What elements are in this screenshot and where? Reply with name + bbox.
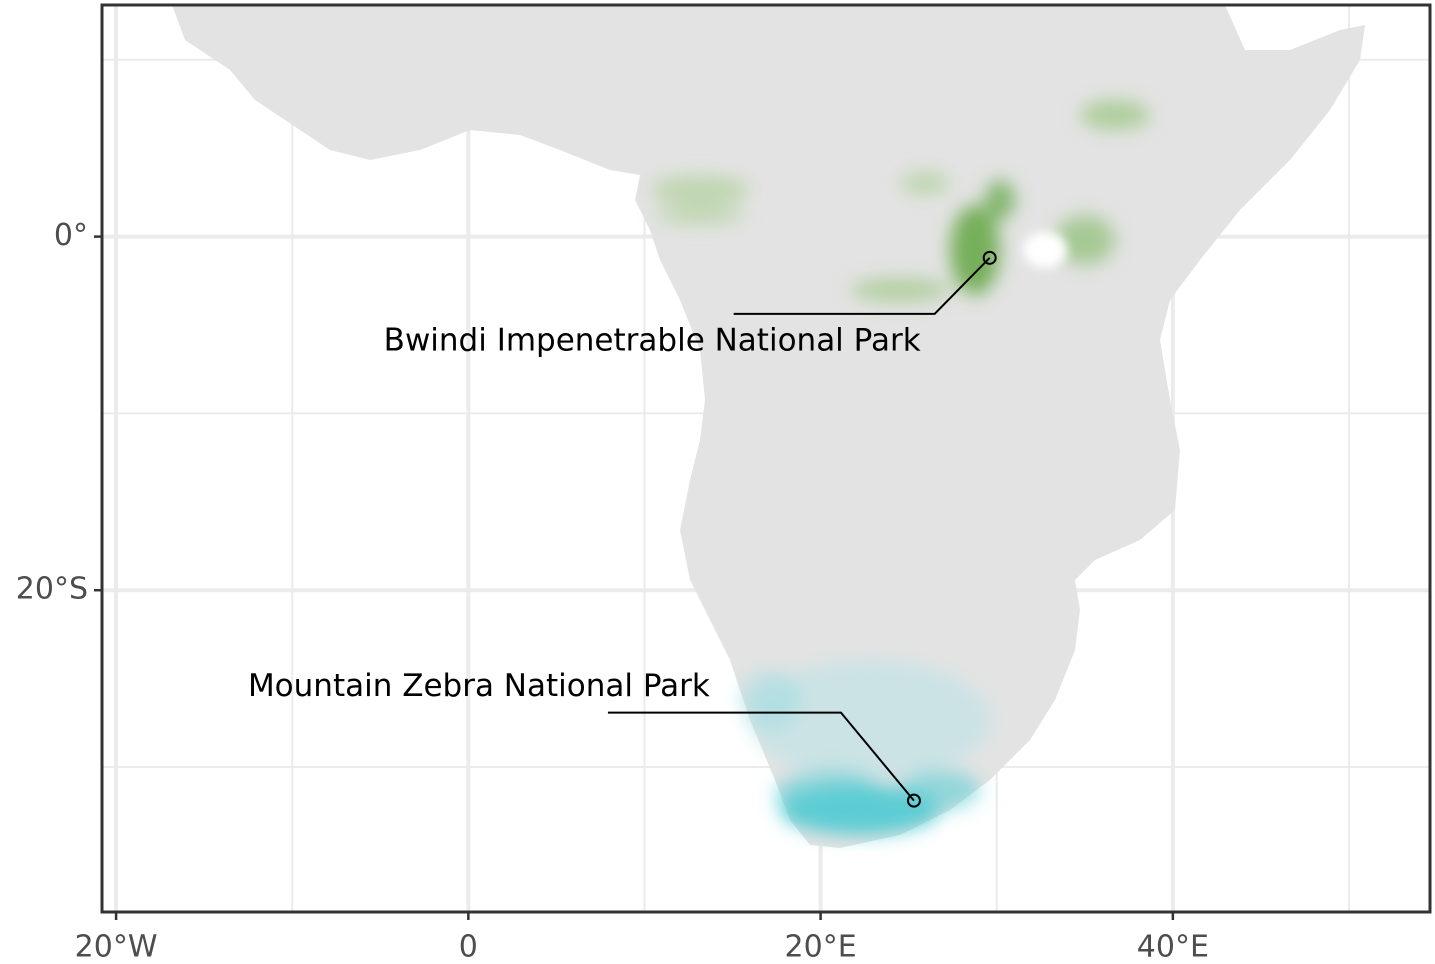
panel-border [100, 3, 1432, 914]
x-tick-label: 20°E [785, 930, 857, 964]
land-layer [172, 5, 1365, 848]
leader-line [733, 257, 991, 315]
lake [1023, 232, 1067, 268]
park-label: Mountain Zebra National Park [248, 668, 710, 704]
green-range [650, 100, 1150, 302]
x-tick-label: 0 [459, 930, 478, 964]
axes: 20°W 0 20°E 40°E 0° 20°S [16, 218, 1209, 964]
y-tick-label: 20°S [16, 572, 88, 607]
annotations: Bwindi Impenetrable National Park Mountai… [248, 250, 997, 808]
africa-land [172, 5, 1365, 848]
x-tick-label: 20°W [75, 930, 158, 964]
leader-line [607, 711, 915, 802]
park-label: Bwindi Impenetrable National Park [384, 322, 921, 358]
y-tick-label: 0° [54, 218, 88, 253]
cyan-range [740, 660, 990, 835]
park-point [906, 793, 921, 808]
x-tick-label: 40°E [1137, 930, 1209, 964]
park-point [982, 250, 997, 265]
